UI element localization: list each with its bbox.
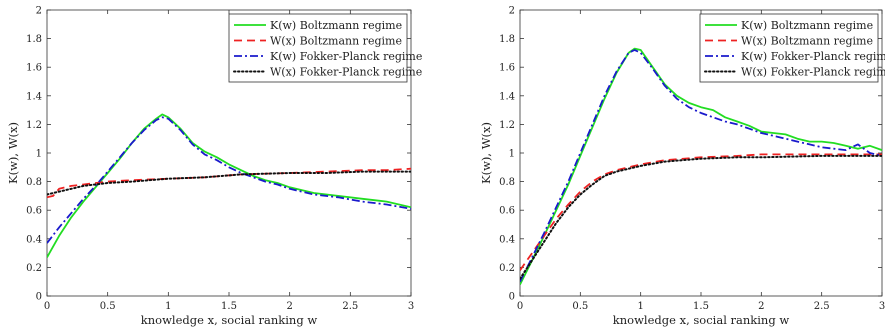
x-tick-label: 2.5 <box>342 301 358 312</box>
legend-entry: K(w) Boltzmann regime <box>270 19 402 32</box>
x-tick-label: 1.5 <box>693 301 709 312</box>
x-tick-label: 0 <box>44 301 50 312</box>
y-tick-label: 1 <box>509 149 515 160</box>
x-tick-label: 1.5 <box>221 301 237 312</box>
y-tick-label: 1.2 <box>499 120 515 131</box>
y-tick-label: 1 <box>36 149 42 160</box>
legend-entry: K(w) Fokker-Planck regime <box>741 50 885 63</box>
legend: K(w) Boltzmann regime W(x) Boltzmann regi… <box>699 13 885 83</box>
y-axis-label: K(w), W(x) <box>479 122 493 184</box>
y-tick-label: 0.6 <box>26 206 42 217</box>
legend-entry: W(x) Fokker-Planck regime <box>741 65 885 78</box>
y-tick-label: 0.8 <box>26 177 42 188</box>
chart-left: 0 0.5 1 1.5 2 2.5 3 0 0.2 0.4 0.6 0.8 1 1.2 1.4 1.6 1.8 2… <box>6 6 422 328</box>
series-line-k-w-fokker-planck-regime <box>520 49 882 283</box>
legend-entry: K(w) Boltzmann regime <box>741 19 873 32</box>
series-line-w-x-fokker-planck-regime <box>520 154 882 280</box>
y-tick-label: 1.4 <box>499 91 515 102</box>
y-tick-label: 0 <box>36 292 42 303</box>
series-line-k-w-fokker-planck-regime <box>47 116 411 244</box>
x-tick-label: 1 <box>165 301 171 312</box>
y-tick-label: 0.6 <box>499 206 515 217</box>
chart-right: 0 0.5 1 1.5 2 2.5 3 0 0.2 0.4 0.6 0.8 1 1.2 1.4 1.6 1.8 2… <box>479 6 885 328</box>
y-tick-label: 0.2 <box>26 263 42 274</box>
legend-entry: W(x) Fokker-Planck regime <box>270 65 422 78</box>
series-line-w-x-boltzmann-regime <box>520 153 882 271</box>
series-line-k-w-boltzmann-regime <box>47 113 411 258</box>
y-tick-label: 1.6 <box>499 63 515 74</box>
y-tick-label: 0.2 <box>499 263 515 274</box>
legend-entry: W(x) Boltzmann regime <box>270 34 402 47</box>
x-tick-label: 2.5 <box>814 301 830 312</box>
x-tick-label: 0 <box>517 301 523 312</box>
x-axis-label: knowledge x, social ranking w <box>613 313 790 327</box>
x-tick-label: 3 <box>408 301 414 312</box>
y-tick-label: 1.8 <box>26 34 42 45</box>
y-tick-label: 0 <box>509 292 515 303</box>
x-tick-label: 3 <box>879 301 885 312</box>
y-tick-label: 1.8 <box>499 34 515 45</box>
y-tick-label: 1.2 <box>26 120 42 131</box>
x-tick-label: 0.5 <box>100 301 116 312</box>
y-tick-label: 2 <box>509 6 515 17</box>
y-tick-label: 0.4 <box>499 234 515 245</box>
x-tick-label: 2 <box>286 301 292 312</box>
x-tick-label: 1 <box>637 301 643 312</box>
y-tick-label: 0.8 <box>499 177 515 188</box>
y-tick-label: 1.6 <box>26 63 42 74</box>
series-line-w-x-boltzmann-regime <box>47 167 411 199</box>
legend-entry: W(x) Boltzmann regime <box>741 34 873 47</box>
y-tick-label: 0.4 <box>26 234 42 245</box>
y-axis-label: K(w), W(x) <box>6 122 20 184</box>
legend-entry: K(w) Fokker-Planck regime <box>270 50 422 63</box>
series-line-k-w-boltzmann-regime <box>520 47 882 286</box>
series-line-w-x-fokker-planck-regime <box>47 170 411 196</box>
x-tick-label: 2 <box>758 301 764 312</box>
y-tick-label: 1.4 <box>26 91 42 102</box>
legend: K(w) Boltzmann regime W(x) Boltzmann regi… <box>228 13 422 83</box>
x-axis-label: knowledge x, social ranking w <box>141 313 318 327</box>
y-tick-label: 2 <box>36 6 42 17</box>
x-tick-label: 0.5 <box>572 301 588 312</box>
